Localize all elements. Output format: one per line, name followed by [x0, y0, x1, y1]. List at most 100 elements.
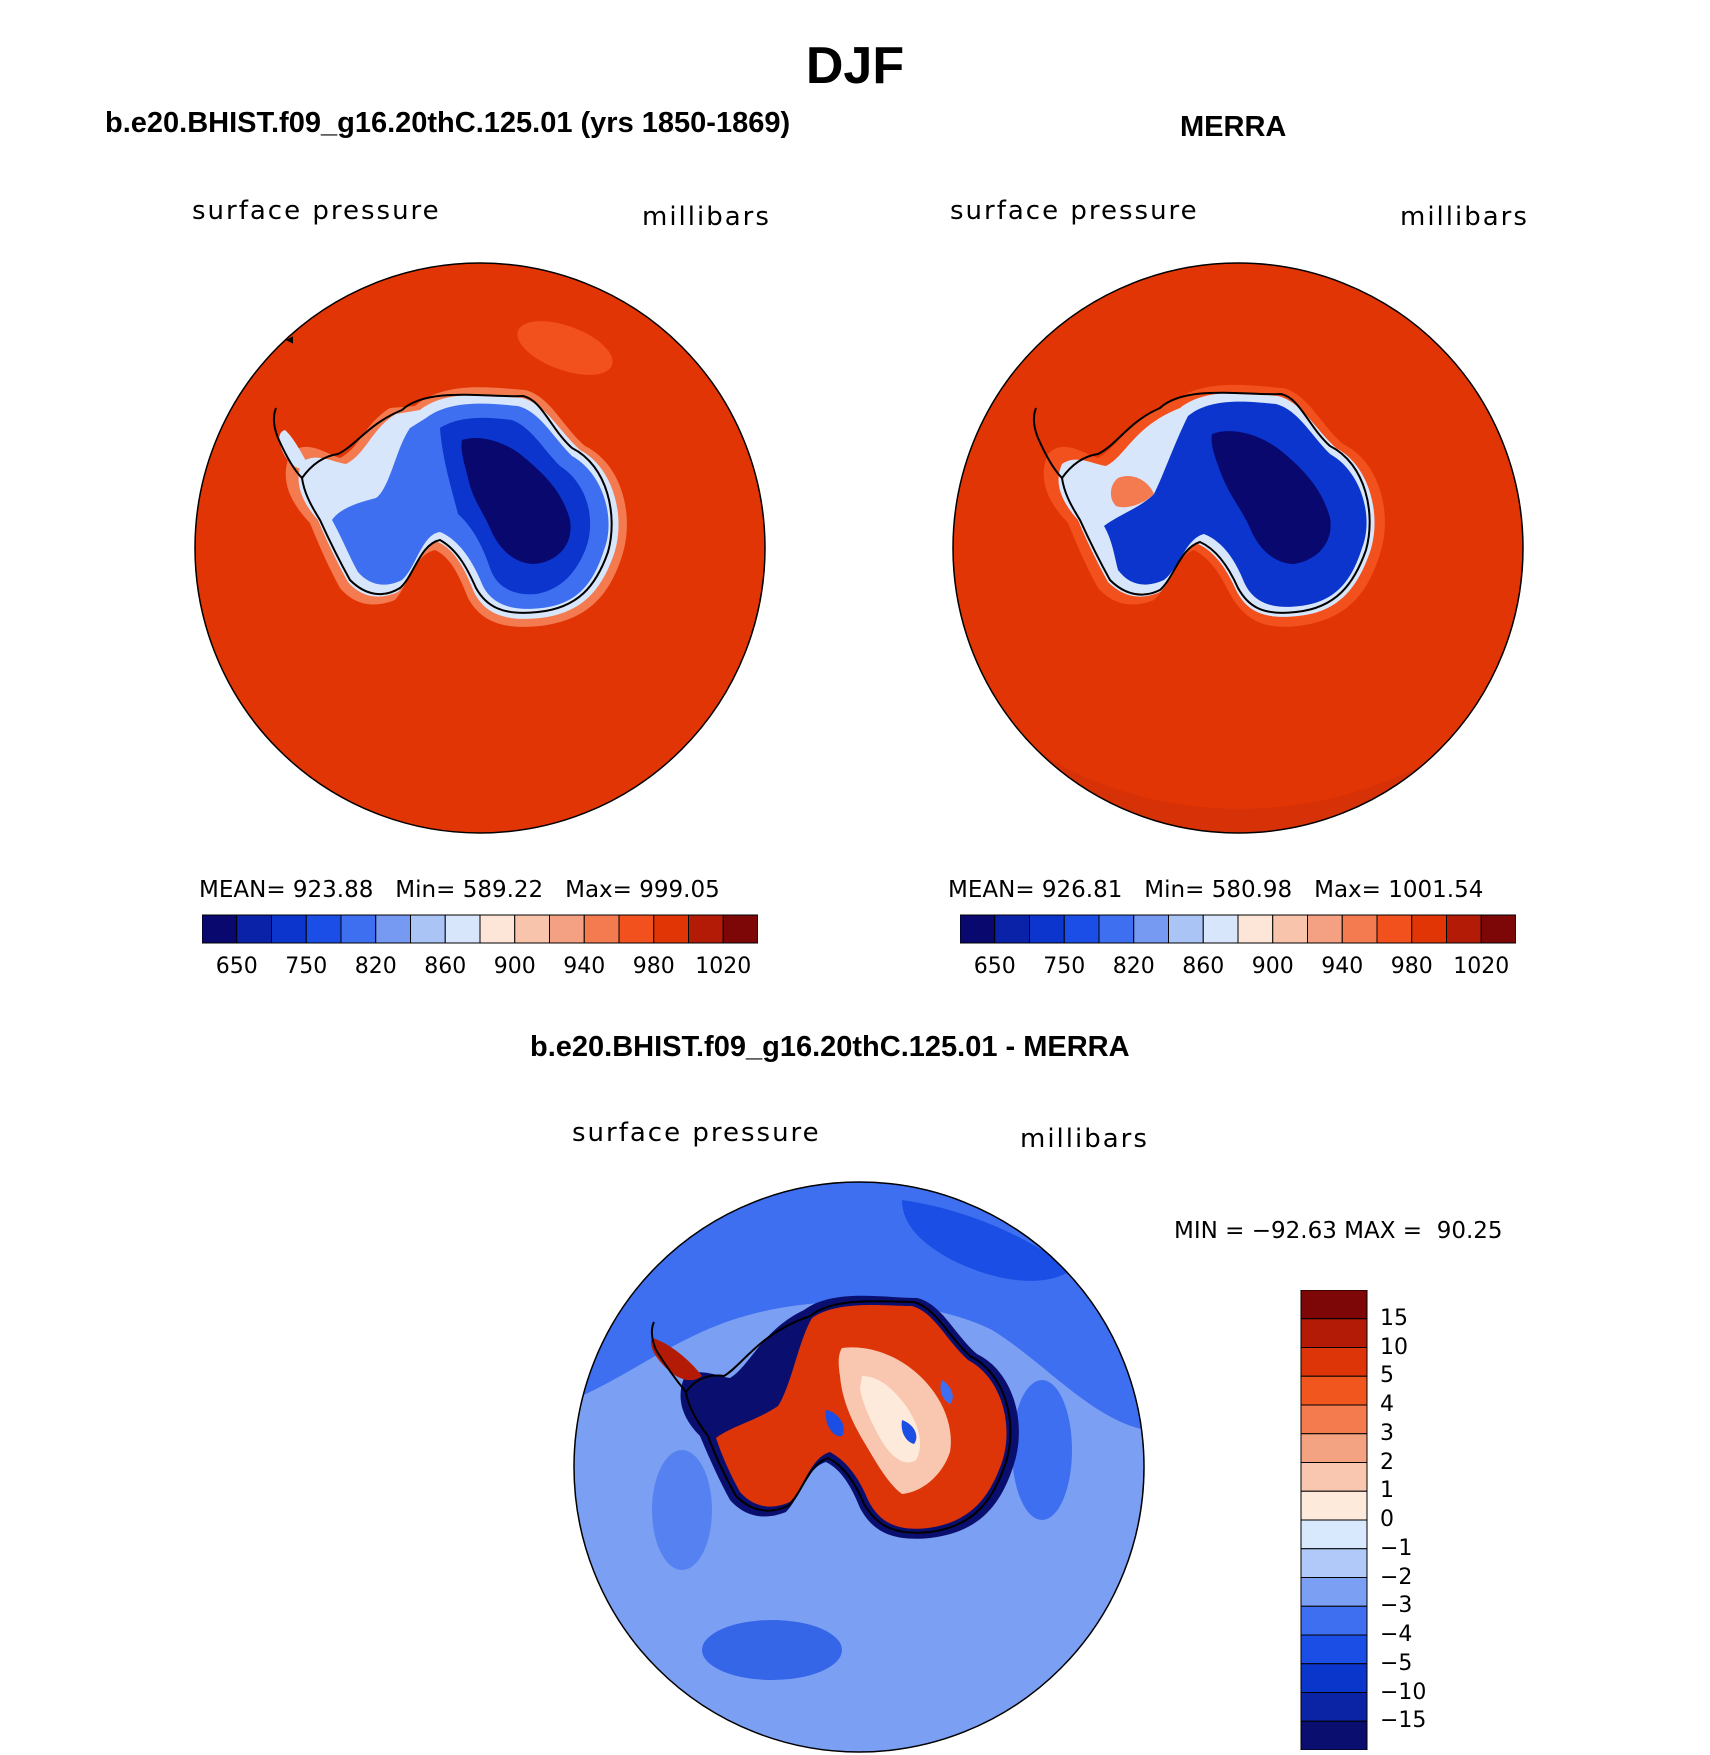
diff-units-label: millibars: [1020, 1124, 1149, 1154]
diff-colorbar-tick: −3: [1380, 1593, 1413, 1619]
model-colorbar-swatch: [479, 914, 516, 944]
diff-colorbar-tick: −4: [1380, 1622, 1413, 1647]
model-polar-map: [194, 262, 766, 834]
model-high-patch: [517, 321, 613, 375]
model-peninsula: [279, 430, 310, 470]
obs-stats: MEAN= 926.81 Min= 580.98 Max= 1001.54: [948, 877, 1484, 903]
model-colorbar-swatch: [722, 914, 758, 944]
model-colorbar-swatch: [305, 914, 342, 944]
model-colorbar-tick: 650: [215, 954, 258, 979]
diff-colorbar-swatch: [1300, 1692, 1368, 1722]
obs-colorbar-swatch: [994, 914, 1030, 944]
diff-ocean-south-blob: [702, 1620, 842, 1680]
model-colorbar-swatch: [514, 914, 550, 944]
model-colorbar-swatch: [549, 914, 585, 944]
model-colorbar-swatch: [375, 914, 411, 944]
obs-colorbar-swatch: [1063, 914, 1100, 944]
figure-title: DJF: [805, 37, 905, 95]
model-colorbar-tick: 980: [632, 954, 675, 979]
diff-colorbar-tick: 1: [1380, 1478, 1394, 1504]
obs-colorbar-tick: 750: [1043, 954, 1086, 979]
obs-colorbar-swatch: [1341, 914, 1378, 944]
obs-colorbar-ticks: 650 750 820 860 900 940 980 1020: [960, 954, 1516, 984]
diff-colorbar-swatch: [1300, 1663, 1368, 1693]
obs-red-inland-patch: [1110, 475, 1154, 508]
diff-colorbar-tick: −15: [1380, 1708, 1427, 1734]
obs-units-label: millibars: [1400, 202, 1529, 232]
diff-ice-blue-streak-2: [901, 1420, 917, 1444]
diff-ocean-west-blob: [652, 1450, 712, 1570]
obs-ice-darkest: [1211, 431, 1331, 564]
diff-colorbar-tick: 0: [1380, 1507, 1394, 1532]
diff-colorbar-tick: −10: [1380, 1679, 1427, 1705]
model-colorbar-swatch: [583, 914, 620, 944]
diff-colorbar-swatch: [1300, 1433, 1368, 1463]
diff-colorbar-swatch: [1300, 1375, 1368, 1406]
model-peninsula-coast: [272, 407, 303, 479]
obs-colorbar-swatch: [1029, 914, 1065, 944]
diff-colorbar-swatch: [1300, 1720, 1368, 1750]
diff-colorbar-tick: 15: [1380, 1305, 1408, 1331]
diff-polar-map: [573, 1181, 1145, 1753]
obs-colorbar-swatch: [1307, 914, 1343, 944]
obs-colorbar-swatch: [1272, 914, 1308, 944]
obs-panel-title: MERRA: [1180, 111, 1287, 143]
diff-ice-neutral: [860, 1376, 921, 1463]
diff-map-outline: [573, 1181, 1145, 1753]
diff-colorbar-swatch: [1300, 1548, 1368, 1578]
diff-colorbar-tick: 10: [1380, 1334, 1408, 1360]
obs-colorbar-tick: 940: [1321, 954, 1364, 979]
obs-colorbar-swatch: [1411, 914, 1447, 944]
diff-peninsula: [650, 1338, 702, 1381]
diff-ice-blue-streak-1: [825, 1410, 844, 1437]
diff-colorbar-swatch: [1300, 1605, 1368, 1636]
model-colorbar-tick: 820: [354, 954, 397, 979]
diff-colorbar-swatch: [1300, 1318, 1368, 1348]
model-colorbar-tick: 1020: [695, 954, 752, 979]
model-colorbar-tick: 900: [493, 954, 536, 979]
obs-colorbar: [960, 914, 1516, 944]
diff-colorbar-tick: 3: [1380, 1420, 1394, 1446]
diff-colorbar-tick: 5: [1380, 1363, 1394, 1389]
model-ice-darkest: [461, 437, 571, 564]
diff-ocean-deep-blue: [902, 1200, 1072, 1281]
diff-colorbar-tick: −1: [1380, 1535, 1413, 1561]
obs-colorbar-swatch: [1480, 914, 1516, 944]
obs-colorbar-swatch: [1376, 914, 1413, 944]
diff-panel-title: b.e20.BHIST.f09_g16.20thC.125.01 - MERRA: [530, 1031, 1130, 1063]
diff-colorbar: [1300, 1290, 1368, 1750]
diff-colorbar-tick: 4: [1380, 1392, 1394, 1417]
obs-colorbar-tick: 1020: [1453, 954, 1510, 979]
model-colorbar-swatch: [618, 914, 655, 944]
model-variable-label: surface pressure: [192, 196, 441, 226]
obs-colorbar-swatch: [1237, 914, 1274, 944]
obs-colorbar-tick: 980: [1390, 954, 1433, 979]
model-colorbar: [202, 914, 758, 944]
diff-peninsula-coast: [650, 1321, 687, 1393]
obs-colorbar-swatch: [1202, 914, 1239, 944]
diff-colorbar-swatch: [1300, 1634, 1368, 1665]
obs-colorbar-swatch: [960, 914, 996, 944]
obs-colorbar-tick: 820: [1112, 954, 1155, 979]
model-colorbar-swatch: [271, 914, 307, 944]
diff-colorbar-swatch: [1300, 1519, 1368, 1550]
model-stats: MEAN= 923.88 Min= 589.22 Max= 999.05: [199, 877, 720, 903]
model-coastline: [300, 393, 613, 614]
diff-colorbar-swatch: [1300, 1347, 1368, 1377]
model-colorbar-swatch: [653, 914, 689, 944]
model-island: [285, 336, 293, 344]
obs-colorbar-swatch: [1168, 914, 1204, 944]
diff-colorbar-swatch: [1300, 1577, 1368, 1607]
diff-colorbar-swatch: [1300, 1290, 1368, 1320]
obs-variable-label: surface pressure: [950, 196, 1199, 226]
model-colorbar-tick: 750: [285, 954, 328, 979]
diff-ocean-east-blob: [1012, 1380, 1072, 1520]
obs-colorbar-tick: 860: [1182, 954, 1225, 979]
model-colorbar-swatch: [340, 914, 377, 944]
diff-colorbar-tick: 2: [1380, 1449, 1394, 1475]
model-map-outline: [194, 262, 766, 834]
model-panel-title: b.e20.BHIST.f09_g16.20thC.125.01 (yrs 18…: [105, 107, 791, 139]
model-colorbar-tick: 860: [424, 954, 467, 979]
model-colorbar-tick: 940: [563, 954, 606, 979]
obs-coastline: [1060, 391, 1371, 614]
